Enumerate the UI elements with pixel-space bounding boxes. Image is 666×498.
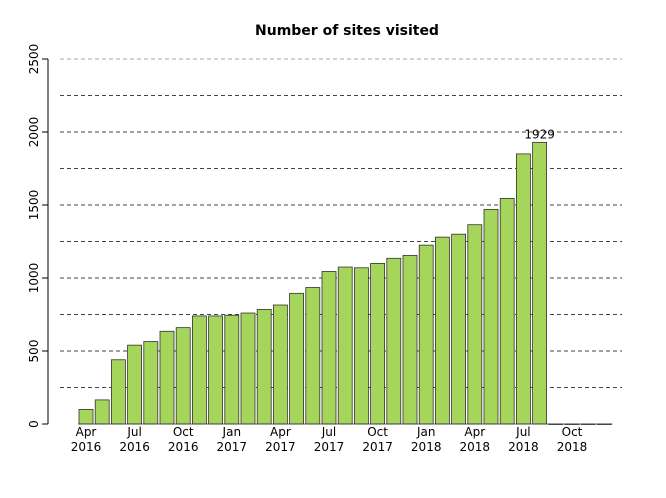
annotations: 1929	[524, 127, 555, 141]
bar	[127, 344, 142, 425]
bar	[483, 208, 499, 425]
x-tick-month-label: Jan	[222, 425, 242, 439]
data-label: 1929	[524, 127, 555, 141]
bar	[289, 292, 305, 425]
bar	[78, 408, 94, 425]
x-tick-month-label: Jul	[515, 425, 530, 439]
chart-title: Number of sites visited	[255, 23, 439, 39]
x-tick-month-label: Apr	[76, 425, 97, 439]
x-tick-year-label: 2016	[168, 440, 199, 454]
x-tick-year-label: 2017	[314, 440, 345, 454]
bar	[499, 198, 515, 425]
bar	[516, 153, 531, 425]
y-tick-label: 2500	[27, 44, 41, 75]
x-tick-month-label: Oct	[562, 425, 583, 439]
bars	[78, 141, 613, 425]
bar	[175, 327, 191, 425]
bar	[240, 312, 256, 425]
y-tick-label: 0	[27, 420, 41, 428]
x-tick-year-label: 2017	[265, 440, 296, 454]
y-tick-label: 500	[27, 340, 41, 363]
x-tick-year-label: 2018	[557, 440, 588, 454]
bar	[402, 254, 418, 425]
x-tick-month-label: Apr	[270, 425, 291, 439]
y-tick-label: 1500	[27, 190, 41, 221]
x-tick-month-label: Oct	[173, 425, 194, 439]
x-tick-month-label: Jul	[321, 425, 336, 439]
x-tick-month-label: Oct	[367, 425, 388, 439]
bar	[370, 262, 386, 425]
bar	[532, 141, 547, 425]
x-tick-month-label: Jul	[126, 425, 141, 439]
bar	[159, 330, 175, 425]
bar	[224, 314, 240, 425]
bar	[386, 257, 402, 425]
bar	[353, 267, 369, 425]
y-tick-label: 1000	[27, 263, 41, 294]
bar	[111, 359, 126, 425]
bar	[191, 315, 207, 425]
x-tick-year-label: 2016	[71, 440, 102, 454]
x-tick-year-label: 2018	[411, 440, 442, 454]
x-tick-month-label: Jan	[416, 425, 436, 439]
bar	[256, 308, 272, 425]
bar	[143, 341, 159, 425]
y-axis: 0 500 1000 1500 2000 2500	[27, 44, 49, 428]
x-tick-year-label: 2018	[460, 440, 491, 454]
x-axis: Apr2016Jul2016Oct2016Jan2017Apr2017Jul20…	[71, 425, 588, 454]
x-tick-year-label: 2017	[217, 440, 248, 454]
x-tick-year-label: 2016	[119, 440, 150, 454]
y-tick-label: 2000	[27, 117, 41, 148]
bar	[337, 266, 353, 425]
bar	[467, 224, 483, 425]
x-tick-month-label: Apr	[464, 425, 485, 439]
x-tick-year-label: 2018	[508, 440, 539, 454]
bar	[434, 236, 450, 425]
bar	[418, 244, 434, 425]
bar	[305, 287, 321, 425]
bar	[208, 315, 224, 425]
bar	[321, 271, 337, 425]
bar	[94, 399, 110, 425]
x-tick-year-label: 2017	[362, 440, 393, 454]
bar	[272, 304, 288, 425]
bar	[451, 233, 467, 425]
